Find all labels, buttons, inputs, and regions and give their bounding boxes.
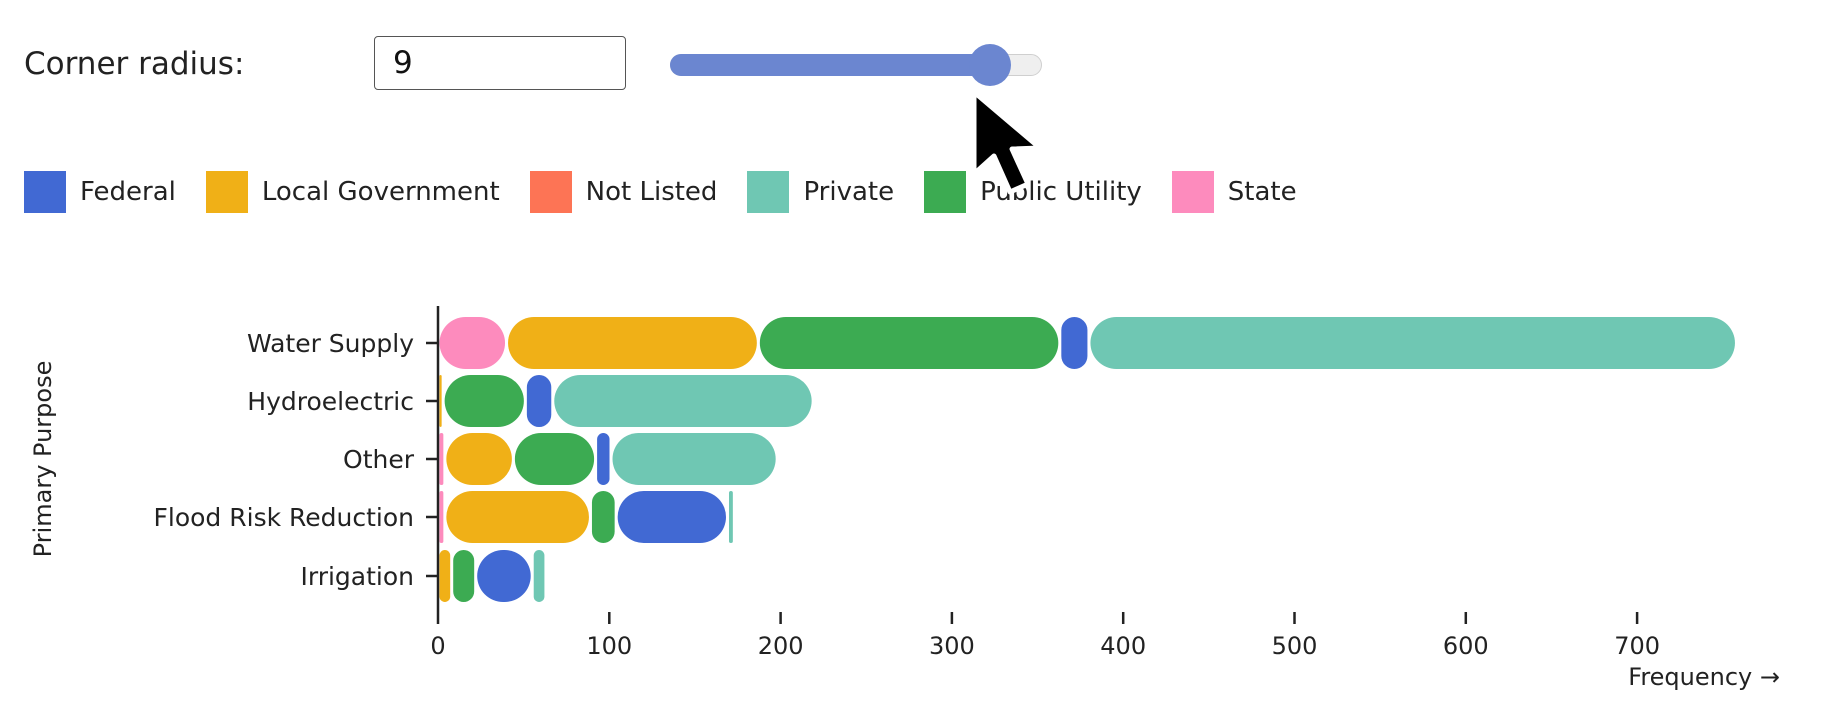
y-axis-label: Primary Purpose	[29, 361, 57, 558]
x-tick-label: 100	[586, 632, 632, 660]
bar-segment	[591, 491, 615, 543]
bar-segment	[439, 375, 442, 427]
bar-segment	[554, 375, 812, 427]
bar-segment	[1090, 317, 1735, 369]
legend-label: State	[1227, 177, 1297, 207]
legend-swatch	[529, 171, 572, 213]
legend-swatch	[924, 171, 967, 213]
legend-label: Not Listed	[585, 177, 718, 207]
bar-segment	[439, 491, 444, 543]
corner-radius-input[interactable]	[374, 36, 626, 90]
bar-segment	[526, 375, 552, 427]
x-axis-label: Frequency →	[1628, 663, 1780, 691]
x-tick-label: 400	[1100, 632, 1146, 660]
bar-segment	[446, 491, 589, 543]
chart-legend: Federal Local Government Not Listed Private…	[24, 170, 1327, 214]
slider-fill	[670, 54, 990, 76]
legend-swatch	[205, 171, 248, 213]
legend-label: Private	[803, 177, 895, 207]
legend-swatch	[24, 171, 66, 213]
bar-segment	[533, 550, 545, 602]
legend-label: Local Government	[261, 177, 500, 207]
bar-segment	[508, 317, 757, 369]
y-tick-label: Water Supply	[247, 329, 414, 358]
legend-item: Private	[747, 171, 894, 213]
bar-segment	[612, 433, 776, 485]
bar-segment	[1061, 317, 1088, 369]
x-tick-label: 600	[1443, 632, 1489, 660]
legend-item: State	[1171, 171, 1297, 213]
x-tick-label: 200	[758, 632, 804, 660]
bar-segment	[446, 433, 512, 485]
y-tick-label: Hydroelectric	[247, 387, 414, 416]
bar-segment	[728, 491, 733, 543]
corner-radius-control: Corner radius:	[24, 30, 1042, 102]
y-tick-label: Irrigation	[300, 562, 414, 591]
bar-segment	[477, 550, 531, 602]
bar-segment	[453, 550, 475, 602]
x-tick-label: 300	[929, 632, 975, 660]
legend-item: Not Listed	[529, 171, 718, 213]
bar-segment	[439, 433, 444, 485]
mouse-pointer-icon	[971, 89, 1043, 195]
corner-radius-label: Corner radius:	[24, 46, 245, 82]
legend-item: Federal	[24, 171, 176, 213]
bar-segment	[439, 550, 451, 602]
bar-segment	[444, 375, 524, 427]
legend-swatch	[747, 171, 790, 213]
bar-segment	[514, 433, 595, 485]
x-tick-label: 0	[430, 632, 445, 660]
legend-item: Local Government	[205, 171, 500, 213]
legend-swatch	[1171, 171, 1214, 213]
y-tick-label: Flood Risk Reduction	[154, 503, 414, 532]
y-tick-label: Other	[343, 445, 415, 474]
bar-segment	[759, 317, 1059, 369]
x-tick-label: 700	[1614, 632, 1660, 660]
bar-segment	[439, 317, 506, 369]
legend-label: Federal	[80, 177, 176, 207]
bar-segment	[597, 433, 610, 485]
x-tick-label: 500	[1272, 632, 1318, 660]
bar-segment	[617, 491, 726, 543]
corner-radius-slider[interactable]	[670, 44, 1042, 86]
slider-thumb[interactable]	[968, 44, 1011, 86]
